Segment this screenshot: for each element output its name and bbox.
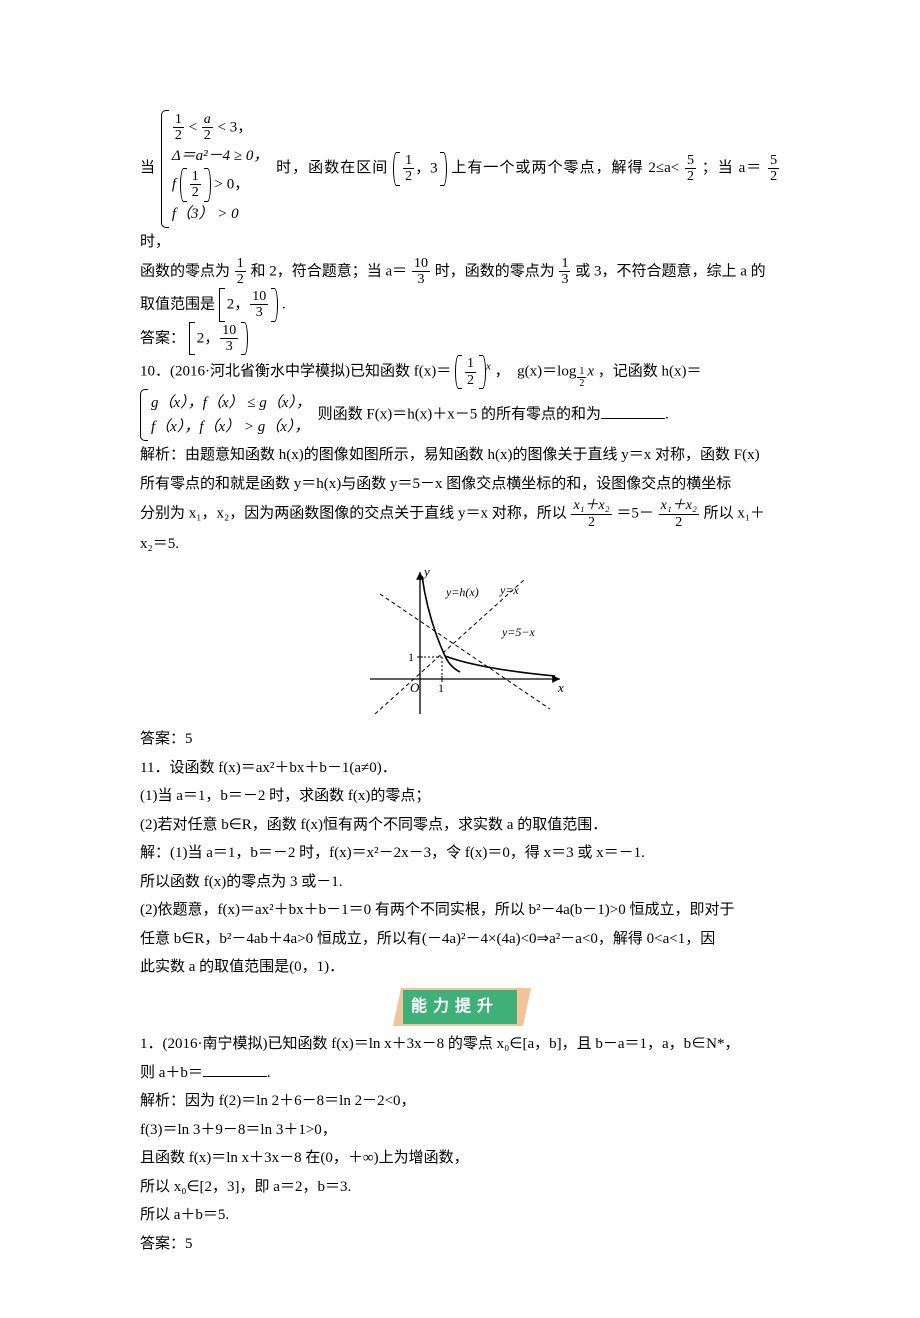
text: 上有一个或两个零点，解得 2≤a< [451, 160, 679, 176]
solb1-l5: 所以 a＋b＝5. [140, 1201, 780, 1230]
para: 取值范围是 2，103 . [140, 288, 780, 322]
tick-1x: 1 [438, 681, 444, 695]
label-h: y=h(x) [445, 585, 479, 599]
question-b1-l2: 则 a＋b＝. [140, 1059, 780, 1088]
para-conditions: 当 12 < a2 < 3， Δ＝a²－4 ≥ 0， f 12 > 0， f（3… [140, 110, 780, 256]
solb1-l1: 解析：因为 f(2)＝ln 2＋6－8＝ln 2－2<0， [140, 1087, 780, 1116]
question-10: 10．(2016·河北省衡水中学模拟)已知函数 f(x)＝ 12 x ， g(x… [140, 355, 780, 389]
frac: 52 [768, 153, 779, 185]
sol11-l2: 所以函数 f(x)的零点为 3 或－1. [140, 868, 780, 897]
solb1-l2: f(3)＝ln 3＋9－8＝ln 3＋1>0， [140, 1116, 780, 1145]
fill-blank [601, 403, 665, 419]
fill-blank [203, 1061, 267, 1077]
axis-y-label: y [422, 564, 430, 579]
solution-10-l4: x₂＝5. [140, 530, 780, 559]
sol11-l3: (2)依题意，f(x)＝ax²＋bx＋b－1＝0 有两个不同实根，所以 b²－4… [140, 896, 780, 925]
text: 时，函数在区间 [276, 160, 388, 176]
answer-line: 答案：5 [140, 725, 780, 754]
brace-system: 12 < a2 < 3， Δ＝a²－4 ≥ 0， f 12 > 0， f（3） … [161, 110, 272, 228]
solution-10-l1: 解析：由题意知函数 h(x)的图像如图所示，易知函数 h(x)的图像关于直线 y… [140, 441, 780, 470]
section-banner: 能力提升 [403, 990, 517, 1024]
section-banner-row: 能力提升 [140, 990, 780, 1024]
frac: 52 [685, 153, 696, 185]
axis-x-label: x [557, 680, 564, 695]
origin-label: O [410, 680, 420, 695]
answer-line: 答案： 2，103 [140, 322, 780, 356]
label-y5x: y=5−x [501, 625, 536, 639]
question-11: 11．设函数 f(x)＝ax²＋bx＋b－1(a≠0)． [140, 754, 780, 783]
solution-10-l3: 分别为 x₁，x₂，因为两函数图像的交点关于直线 y＝x 对称，所以 x₁＋x₂… [140, 498, 780, 530]
question-10-piece: g（x），f（x） ≤ g（x）， f（x），f（x） > g（x）， 则函数 … [140, 389, 780, 441]
text: 时， [140, 234, 170, 250]
solb1-l4: 所以 x₀∈[2，3]，即 a＝2，b＝3. [140, 1173, 780, 1202]
q11-p2: (2)若对任意 b∈R，函数 f(x)恒有两个不同零点，求实数 a 的取值范围． [140, 811, 780, 840]
solution-10-l2: 所有零点的和就是函数 y＝h(x)与函数 y＝5－x 图像交点横坐标的和，设图像… [140, 470, 780, 499]
solb1-l3: 且函数 f(x)＝ln x＋3x－8 在(0，＋∞)上为增函数， [140, 1144, 780, 1173]
sol11-l1: 解：(1)当 a＝1，b＝－2 时，f(x)＝x²－2x－3，令 f(x)＝0，… [140, 839, 780, 868]
figure-hx: y x O 1 1 y=h(x) y=x y=5−x [140, 564, 780, 719]
question-b1: 1．(2016·南宁模拟)已知函数 f(x)＝ln x＋3x－8 的零点 x₀∈… [140, 1030, 780, 1059]
interval: 12，3 [393, 152, 447, 186]
text: ；当 a＝ [702, 160, 763, 176]
para: 函数的零点为 12 和 2，符合题意；当 a＝ 103 时，函数的零点为 13 … [140, 256, 780, 288]
q11-p1: (1)当 a＝1，b＝－2 时，求函数 f(x)的零点； [140, 782, 780, 811]
text: 当 [140, 160, 156, 176]
answer-line: 答案：5 [140, 1230, 780, 1259]
sol11-l5: 此实数 a 的取值范围是(0，1)． [140, 953, 780, 982]
tick-1y: 1 [408, 650, 414, 664]
interval-half-open: 2，103 [219, 288, 279, 322]
sol11-l4: 任意 b∈R，b²－4ab＋4a>0 恒成立，所以有(－4a)²－4×(4a)<… [140, 925, 780, 954]
label-yx: y=x [499, 583, 519, 597]
